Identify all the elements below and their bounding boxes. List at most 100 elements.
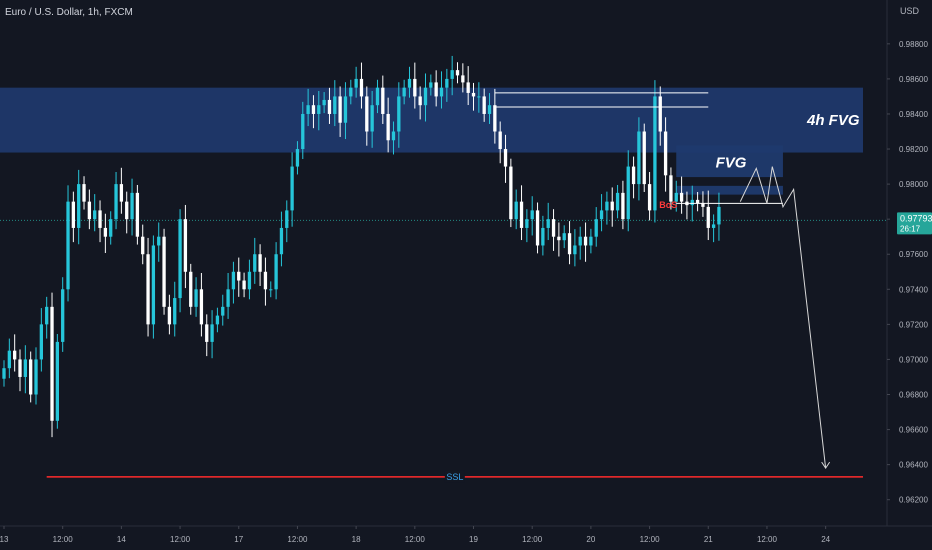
candle xyxy=(477,82,481,113)
candle-body xyxy=(386,113,390,141)
candle xyxy=(493,88,497,144)
candle-body xyxy=(141,236,145,255)
candle xyxy=(482,88,486,122)
time-tick-label: 14 xyxy=(117,535,126,544)
candle xyxy=(173,281,177,337)
candle-body xyxy=(477,96,481,98)
price-tick-label: 0.96200 xyxy=(899,496,928,505)
bos-label: BoS xyxy=(659,200,677,210)
candle-body xyxy=(162,236,166,307)
candle-body xyxy=(189,271,193,307)
candle xyxy=(637,117,641,201)
candle xyxy=(567,221,572,265)
candle-body xyxy=(706,206,710,228)
candle-body xyxy=(87,201,92,220)
candle-body xyxy=(439,87,444,97)
projection-arrowhead xyxy=(821,461,831,470)
candle xyxy=(93,194,97,232)
candle-body xyxy=(695,199,700,204)
current-price-badge: 0.97793 26:17 xyxy=(897,212,932,235)
candle-body xyxy=(519,201,524,228)
candle-body xyxy=(450,70,454,79)
candle xyxy=(141,224,145,265)
candle-body xyxy=(50,306,54,421)
time-tick-label: 12:00 xyxy=(53,535,74,544)
candle xyxy=(87,189,92,230)
candle xyxy=(631,156,636,199)
ssl-label-bg xyxy=(444,470,465,483)
candle xyxy=(498,121,502,164)
price-axis-currency: USD xyxy=(900,6,920,16)
candle-body xyxy=(295,149,300,167)
current-price-value: 0.97793 xyxy=(900,213,932,223)
candle xyxy=(215,307,220,333)
candle-body xyxy=(349,87,353,97)
candle xyxy=(285,200,289,243)
candle-body xyxy=(306,105,310,114)
price-tick-label: 0.97400 xyxy=(899,285,928,294)
symbol-title: Euro / U.S. Dollar, 1h, FXCM xyxy=(5,7,133,18)
candle xyxy=(306,88,310,127)
candle-body xyxy=(674,192,678,202)
time-tick-label: 12:00 xyxy=(757,535,778,544)
candle xyxy=(157,222,161,262)
candle-body xyxy=(215,315,220,325)
candle xyxy=(551,209,556,251)
candle xyxy=(279,211,284,267)
candle xyxy=(621,180,625,230)
candle xyxy=(669,167,673,210)
candle-body xyxy=(418,96,422,106)
candle xyxy=(247,259,252,300)
candle-body xyxy=(402,87,406,97)
candle-body xyxy=(375,87,380,106)
candle-body xyxy=(626,166,630,220)
candle xyxy=(541,215,545,256)
candle-body xyxy=(237,271,241,281)
time-tick-label: 17 xyxy=(234,535,243,544)
candle-body xyxy=(503,149,508,167)
candle-body xyxy=(615,192,620,211)
candle-body xyxy=(530,210,534,220)
candle-body xyxy=(455,70,460,76)
time-tick-label: 19 xyxy=(469,535,478,544)
candle xyxy=(237,257,241,297)
candle-body xyxy=(258,254,262,272)
candle-body xyxy=(247,271,252,290)
candle xyxy=(13,334,17,372)
time-tick-label: 13 xyxy=(0,535,9,544)
candle xyxy=(413,62,417,109)
candle xyxy=(333,80,337,127)
candle-body xyxy=(658,96,662,132)
candle xyxy=(29,351,33,403)
candle-body xyxy=(45,306,49,325)
time-tick-label: 12:00 xyxy=(405,535,426,544)
time-axis[interactable]: 13 12:00 14 12:00 17 12:00 18 12:00 19 12:00 20 12:… xyxy=(0,526,831,544)
candle xyxy=(55,334,60,429)
candle-body xyxy=(562,233,566,241)
candle-body xyxy=(333,96,337,114)
candle-body xyxy=(690,199,694,206)
zone-fvg-lower xyxy=(676,185,783,195)
candle-body xyxy=(493,105,497,132)
candles-layer xyxy=(2,55,721,438)
candle xyxy=(354,66,358,98)
candle-body xyxy=(77,184,81,228)
candle-body xyxy=(557,236,561,241)
zones-layer xyxy=(0,87,887,221)
candle-body xyxy=(546,219,550,228)
candle xyxy=(578,226,582,260)
candle xyxy=(103,213,108,254)
candle xyxy=(445,68,449,102)
candle-body xyxy=(621,192,625,220)
candle xyxy=(418,86,422,120)
candle-body xyxy=(567,233,572,255)
candle xyxy=(370,90,374,148)
candle-body xyxy=(605,201,609,211)
candle-body xyxy=(599,210,604,220)
candle-body xyxy=(461,75,465,83)
candle xyxy=(45,296,49,339)
candle xyxy=(317,90,321,131)
candle-body xyxy=(157,236,161,246)
